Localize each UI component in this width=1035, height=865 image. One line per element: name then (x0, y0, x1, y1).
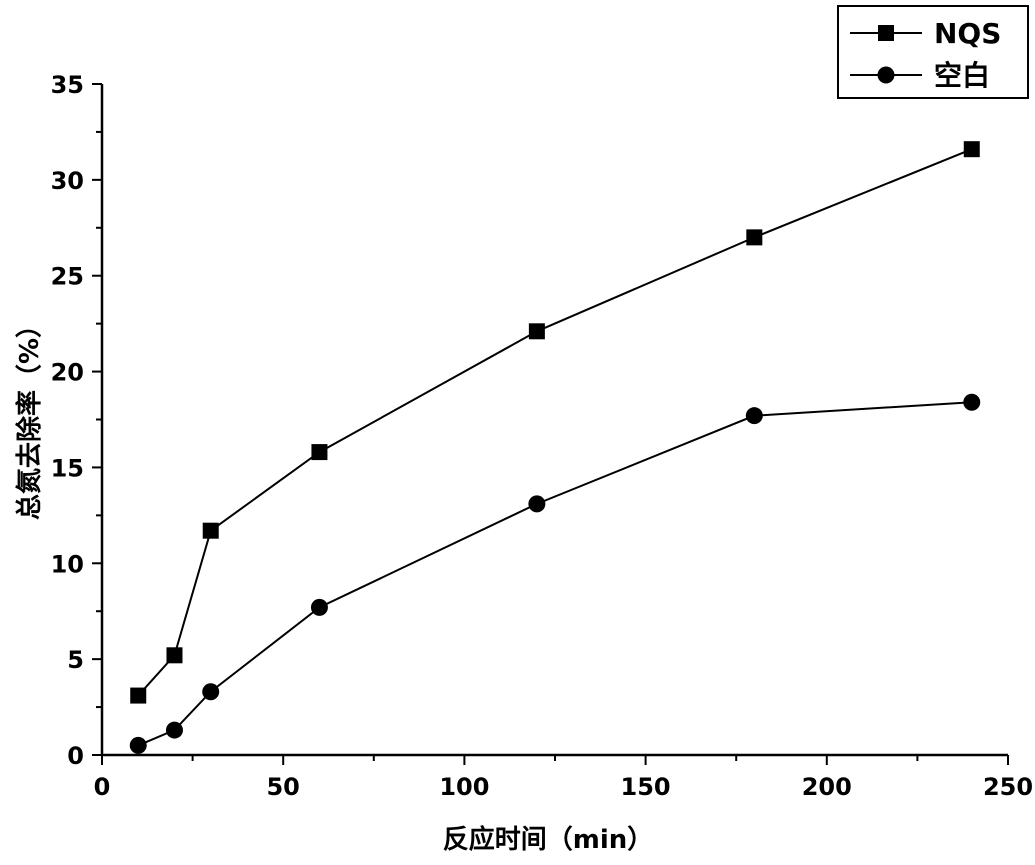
x-axis-title: 反应时间（min） (443, 824, 654, 855)
axes (100, 84, 1008, 757)
data-point (165, 721, 183, 739)
data-point (202, 522, 219, 539)
legend-label: NQS (934, 17, 1001, 50)
legend-marker (877, 66, 895, 84)
y-tick-label: 15 (51, 454, 84, 482)
y-tick-label: 30 (51, 167, 84, 195)
legend-box (837, 5, 1029, 99)
data-point (745, 407, 763, 425)
data-point (202, 683, 220, 701)
y-tick-label: 35 (51, 71, 84, 99)
y-tick-label: 5 (67, 646, 84, 674)
x-tick-label: 50 (266, 773, 299, 801)
series-line (137, 148, 973, 697)
series-group (129, 141, 981, 754)
legend-marker (878, 25, 894, 41)
series-1 (130, 141, 980, 704)
data-point (166, 647, 183, 664)
data-point (310, 598, 328, 616)
data-point (528, 323, 545, 340)
data-point (963, 141, 980, 158)
axis-ticks: 0 50 100 150 200 250 0 5 10 15 20 25 30 35 (51, 71, 1033, 801)
series-line (137, 401, 972, 747)
data-point (528, 495, 546, 513)
y-tick-label: 10 (51, 550, 84, 578)
x-tick-label: 200 (802, 773, 852, 801)
data-point (311, 444, 328, 461)
x-tick-label: 100 (439, 773, 489, 801)
data-point (963, 393, 981, 411)
data-point (746, 229, 763, 246)
series-2 (129, 393, 981, 754)
x-tick-label: 250 (983, 773, 1033, 801)
y-axis-title: 总氮去除率（%） (14, 312, 45, 520)
legend: NQS 空白 (837, 5, 1029, 99)
data-point (129, 736, 147, 754)
x-tick-label: 0 (94, 773, 111, 801)
x-tick-label: 150 (621, 773, 671, 801)
legend-label: 空白 (934, 59, 990, 92)
data-point (130, 687, 147, 704)
y-tick-label: 25 (51, 263, 84, 291)
y-tick-label: 20 (51, 359, 84, 387)
y-tick-label: 0 (67, 742, 84, 770)
